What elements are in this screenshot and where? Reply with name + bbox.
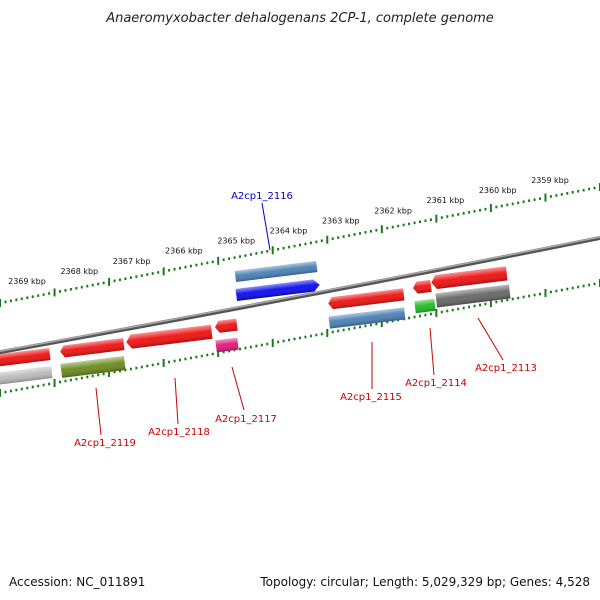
gene-A2cp1_2114-green[interactable] xyxy=(414,298,436,314)
kbp-label: 2359 kbp xyxy=(531,176,569,185)
map-title: Anaeromyxobacter dehalogenans 2CP-1, com… xyxy=(105,11,494,26)
kbp-label: 2365 kbp xyxy=(217,237,255,246)
kbp-label: 2368 kbp xyxy=(60,267,98,276)
kbp-label: 2361 kbp xyxy=(427,196,465,205)
gene-A2cp1_2115-red-arrow[interactable] xyxy=(328,288,405,310)
gene-A2cp1_2115-steelblue[interactable] xyxy=(328,307,406,329)
ruler-lower xyxy=(0,279,600,397)
kbp-label: 2360 kbp xyxy=(479,186,517,195)
ruler-upper xyxy=(0,183,600,307)
gene-A2cp1_2119-red-arrow[interactable] xyxy=(60,338,125,358)
gene-labels: A2cp1_2116 A2cp1_2119 A2cp1_2118 A2cp1_2… xyxy=(74,191,537,449)
gene-A2cp1_2116-steelblue[interactable] xyxy=(234,261,318,282)
kbp-label: 2363 kbp xyxy=(322,216,360,225)
gene-label-2114[interactable]: A2cp1_2114 xyxy=(405,378,467,389)
gene-A2cp1_2119-olive[interactable] xyxy=(60,356,126,378)
gene-lightgray-left-edge[interactable] xyxy=(0,366,53,386)
gene-label-2113[interactable]: A2cp1_2113 xyxy=(475,363,537,374)
gene-A2cp1_2113-gray[interactable] xyxy=(435,284,511,308)
gene-label-2118[interactable]: A2cp1_2118 xyxy=(148,427,210,438)
gene-A2cp1_2117-red-arrow[interactable] xyxy=(214,318,238,334)
kbp-label: 2362 kbp xyxy=(374,206,412,215)
kbp-labels: 2369 kbp 2368 kbp 2367 kbp 2366 kbp 2365 kbp… xyxy=(8,176,569,286)
gene-leader-lines xyxy=(95,202,504,436)
kbp-label: 2364 kbp xyxy=(270,227,308,236)
gene-label-2119[interactable]: A2cp1_2119 xyxy=(74,438,136,449)
genome-stats-text: Topology: circular; Length: 5,029,329 bp… xyxy=(259,575,590,589)
gene-label-2116[interactable]: A2cp1_2116 xyxy=(231,191,293,202)
gene-A2cp1_2118-red-arrow[interactable] xyxy=(125,324,213,349)
kbp-label: 2366 kbp xyxy=(165,247,203,256)
accession-text: Accession: NC_011891 xyxy=(9,575,145,589)
gene-A2cp1_2114-red-arrow[interactable] xyxy=(412,279,432,294)
gene-label-2117[interactable]: A2cp1_2117 xyxy=(215,414,277,425)
gene-A2cp1_2113-red-arrow[interactable] xyxy=(430,266,508,289)
gene-label-2115[interactable]: A2cp1_2115 xyxy=(340,392,402,403)
gene-A2cp1_2116-blue-arrow[interactable] xyxy=(235,279,321,301)
kbp-label: 2369 kbp xyxy=(8,277,46,286)
gene-A2cp1_2117-magenta[interactable] xyxy=(215,337,239,353)
genome-backbone xyxy=(0,235,600,355)
kbp-label: 2367 kbp xyxy=(113,257,151,266)
gene-red-arrow-left-edge[interactable] xyxy=(0,348,51,368)
